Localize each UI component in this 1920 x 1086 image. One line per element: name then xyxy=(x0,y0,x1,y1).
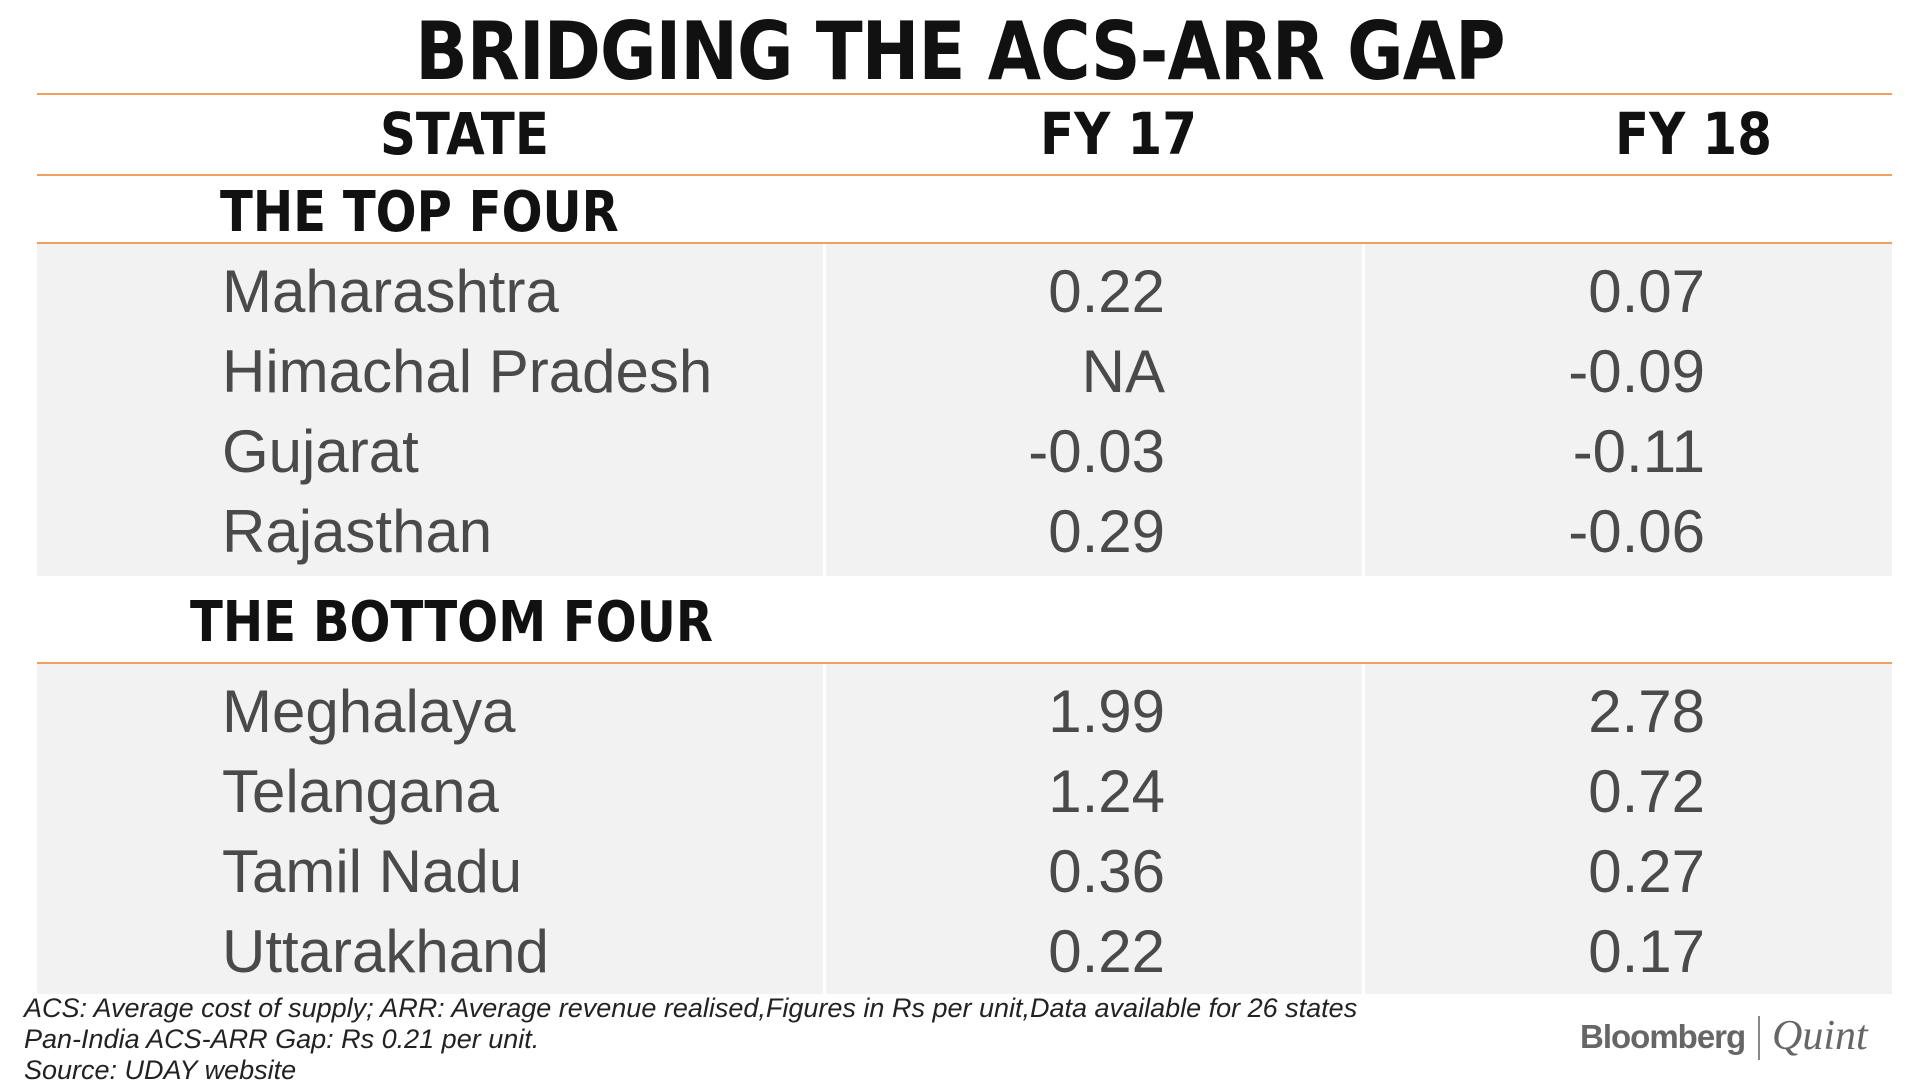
fy17-cell: -0.03 xyxy=(1028,418,1165,485)
table-body-top xyxy=(37,244,1892,576)
state-cell: Uttarakhand xyxy=(222,918,549,985)
fy18-cell: 0.72 xyxy=(1588,758,1705,825)
column-header-fy17: FY 17 xyxy=(1040,100,1197,168)
fy17-cell: 0.22 xyxy=(1048,918,1165,985)
quint-logo: Quint xyxy=(1772,1013,1868,1059)
fy18-cell: -0.11 xyxy=(1572,418,1705,485)
header-rule xyxy=(37,174,1892,176)
fy17-cell: 1.99 xyxy=(1048,678,1165,745)
fy18-cell: -0.06 xyxy=(1568,498,1705,565)
group-label-bottom: THE BOTTOM FOUR xyxy=(190,590,713,655)
fy18-cell: 2.78 xyxy=(1588,678,1705,745)
fy17-cell: 1.24 xyxy=(1048,758,1165,825)
fy17-cell: 0.36 xyxy=(1048,838,1165,905)
column-divider xyxy=(823,664,826,994)
column-divider xyxy=(1362,664,1365,994)
logo-divider xyxy=(1758,1016,1760,1060)
state-cell: Meghalaya xyxy=(222,678,516,745)
column-header-fy18: FY 18 xyxy=(1615,100,1772,168)
fy18-cell: 0.17 xyxy=(1588,918,1705,985)
column-divider xyxy=(1362,244,1365,576)
footnote-source: Source: UDAY website xyxy=(24,1055,297,1085)
group-rule-top xyxy=(37,242,1892,244)
fy17-cell: 0.29 xyxy=(1048,498,1165,565)
fy18-cell: 0.07 xyxy=(1588,258,1705,325)
chart-title: BRIDGING THE ACS-ARR GAP xyxy=(415,5,1505,98)
state-cell: Tamil Nadu xyxy=(222,838,523,905)
group-rule-bottom xyxy=(37,662,1892,664)
title-rule xyxy=(37,93,1892,95)
state-cell: Telangana xyxy=(222,758,499,825)
bloomberg-logo: Bloomberg xyxy=(1580,1018,1746,1055)
fy18-cell: 0.27 xyxy=(1588,838,1705,905)
column-header-state: STATE xyxy=(380,100,549,168)
footnote-pan-india: Pan-India ACS-ARR Gap: Rs 0.21 per unit. xyxy=(24,1024,540,1054)
fy18-cell: -0.09 xyxy=(1568,338,1705,405)
state-cell: Gujarat xyxy=(222,418,419,485)
group-label-top: THE TOP FOUR xyxy=(220,180,619,245)
state-cell: Maharashtra xyxy=(222,258,559,325)
table-body-bottom xyxy=(37,664,1892,994)
state-cell: Rajasthan xyxy=(222,498,493,565)
footnote-definitions: ACS: Average cost of supply; ARR: Averag… xyxy=(24,993,1358,1023)
fy17-cell: 0.22 xyxy=(1048,258,1165,325)
column-divider xyxy=(823,244,826,576)
state-cell: Himachal Pradesh xyxy=(222,338,713,405)
fy17-cell: NA xyxy=(1081,338,1165,405)
